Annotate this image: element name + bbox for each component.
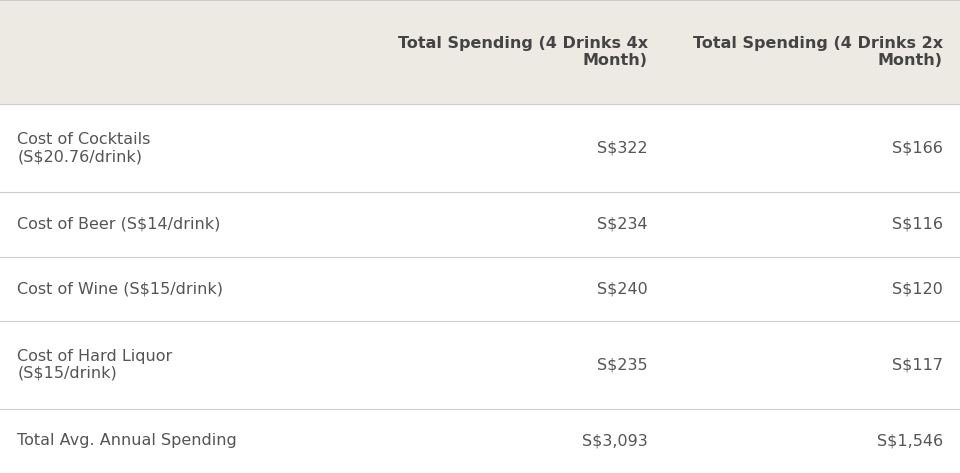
Text: Total Spending (4 Drinks 2x
Month): Total Spending (4 Drinks 2x Month): [692, 36, 943, 68]
Text: S$117: S$117: [892, 357, 943, 372]
Text: S$120: S$120: [892, 281, 943, 296]
Text: S$234: S$234: [597, 217, 648, 232]
Text: S$240: S$240: [597, 281, 648, 296]
Text: Cost of Hard Liquor
(S$15/drink): Cost of Hard Liquor (S$15/drink): [17, 349, 173, 381]
Text: S$3,093: S$3,093: [583, 433, 648, 448]
Text: Cost of Beer (S$14/drink): Cost of Beer (S$14/drink): [17, 217, 221, 232]
Text: S$116: S$116: [892, 217, 943, 232]
Text: Total Spending (4 Drinks 4x
Month): Total Spending (4 Drinks 4x Month): [397, 36, 648, 68]
Text: Total Avg. Annual Spending: Total Avg. Annual Spending: [17, 433, 237, 448]
Text: Cost of Cocktails
(S$20.76/drink): Cost of Cocktails (S$20.76/drink): [17, 132, 151, 165]
Text: S$1,546: S$1,546: [876, 433, 943, 448]
Text: S$166: S$166: [892, 141, 943, 156]
Text: Cost of Wine (S$15/drink): Cost of Wine (S$15/drink): [17, 281, 224, 296]
Text: S$322: S$322: [597, 141, 648, 156]
Text: S$235: S$235: [597, 357, 648, 372]
